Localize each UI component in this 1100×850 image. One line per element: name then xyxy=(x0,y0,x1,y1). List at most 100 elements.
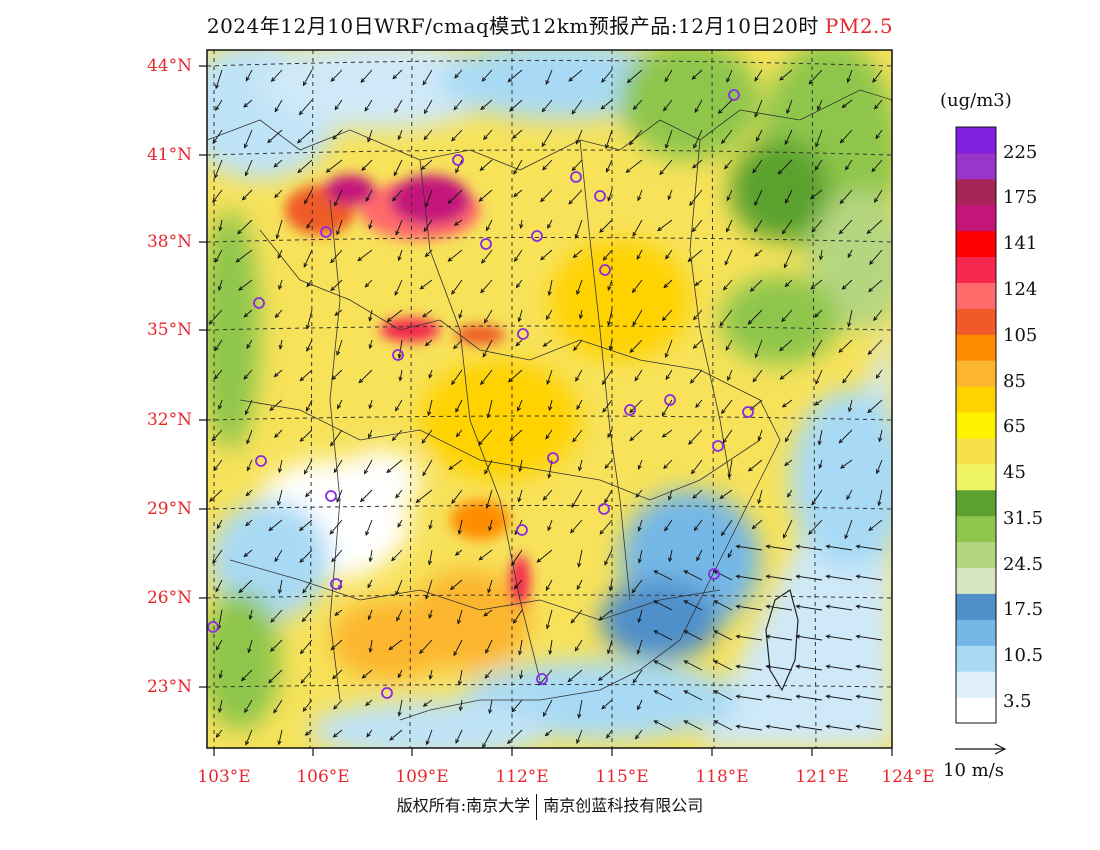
wind-arrow-head xyxy=(749,405,755,411)
wind-arrow-head xyxy=(825,544,831,549)
lat-label-26: 26°N xyxy=(146,588,192,608)
wind-arrow xyxy=(663,459,673,469)
wind-arrow xyxy=(267,129,283,143)
wind-arrow xyxy=(874,99,883,110)
wind-arrow-head xyxy=(572,437,577,443)
colorbar-band xyxy=(956,697,996,724)
wind-arrow xyxy=(486,489,493,509)
wind-arrow-head xyxy=(542,495,548,501)
wind-arrow-head xyxy=(713,690,719,695)
wind-arrow-head xyxy=(755,136,760,142)
wind-arrow xyxy=(236,249,253,263)
wind-arrow-head xyxy=(478,440,483,446)
wind-arrow xyxy=(634,369,643,381)
wind-arrow-head xyxy=(866,229,872,235)
colorbar-label-124: 124 xyxy=(1003,279,1038,300)
wind-arrow-head xyxy=(653,660,659,665)
wind-arrow xyxy=(305,729,313,736)
wind-arrow xyxy=(306,339,313,352)
wind-arrow-head xyxy=(754,76,759,82)
wind-arrow-head xyxy=(667,195,672,201)
wind-arrow-head xyxy=(422,313,427,318)
wind-arrow-head xyxy=(428,373,433,379)
wind-arrow xyxy=(487,399,493,418)
wind-arrow-head xyxy=(602,256,608,261)
wind-arrow xyxy=(575,129,583,144)
wind-arrow xyxy=(683,690,703,701)
wind-arrow-head xyxy=(395,590,400,596)
wind-arrow-head xyxy=(509,437,515,442)
colorbar-band xyxy=(956,152,996,180)
wind-arrow xyxy=(848,399,853,412)
city-marker xyxy=(594,190,606,202)
wind-arrow-head xyxy=(486,413,491,419)
wind-arrow-head xyxy=(653,630,659,635)
wind-arrow xyxy=(398,699,403,716)
wind-arrow xyxy=(270,609,283,623)
wind-arrow-head xyxy=(810,285,816,290)
wind-arrow-head xyxy=(625,168,631,173)
wind-arrow-head xyxy=(299,376,305,382)
wind-arrow xyxy=(598,669,613,681)
wind-arrow xyxy=(638,609,643,623)
wind-arrow xyxy=(545,729,553,736)
wind-arrow xyxy=(306,309,313,329)
wind-arrow-head xyxy=(397,353,402,359)
wind-arrow xyxy=(299,99,313,115)
wind-arrow xyxy=(238,279,253,291)
wind-arrow xyxy=(453,639,463,656)
wind-arrow xyxy=(241,669,253,681)
wind-arrow-head xyxy=(693,526,699,532)
wind-arrow-head xyxy=(270,77,276,82)
wind-arrow xyxy=(396,609,403,621)
wind-arrow xyxy=(397,669,403,678)
wind-arrow xyxy=(810,279,823,290)
wind-arrow xyxy=(736,665,763,671)
wind-arrow xyxy=(455,399,463,413)
wind-arrow xyxy=(331,369,343,380)
wind-arrow xyxy=(820,249,823,260)
wind-arrow-head xyxy=(747,467,753,472)
wind-arrow xyxy=(488,519,493,531)
wind-arrow xyxy=(778,159,793,175)
wind-arrow-head xyxy=(683,630,689,635)
wind-arrow-head xyxy=(693,143,698,149)
wind-arrow xyxy=(454,219,463,226)
title-main: 2024年12月10日WRF/cmaq模式12km预报产品:12月10日20时 xyxy=(206,14,819,38)
wind-arrow-head xyxy=(243,143,248,149)
wind-arrow-head xyxy=(571,166,577,172)
wind-arrow-head xyxy=(513,584,519,590)
wind-arrow xyxy=(856,725,883,731)
wind-arrow xyxy=(427,399,433,416)
wind-arrow-head xyxy=(302,81,307,87)
wind-arrow-head xyxy=(243,312,249,318)
wind-arrow-head xyxy=(330,645,336,651)
wind-arrow-head xyxy=(694,281,700,287)
wind-arrow xyxy=(540,189,553,202)
wind-arrow xyxy=(758,429,763,441)
wind-arrow-head xyxy=(825,634,831,639)
wind-arrow xyxy=(428,369,433,379)
city-marker xyxy=(452,154,464,166)
wind-arrow-head xyxy=(428,524,433,530)
wind-arrow-head xyxy=(516,406,522,412)
wind-arrow-head xyxy=(632,105,638,110)
wind-arrow xyxy=(856,635,883,641)
wind-arrow xyxy=(508,369,523,383)
gridlines xyxy=(207,50,892,748)
lon-label-115: 115°E xyxy=(595,767,649,787)
wind-arrow xyxy=(549,639,553,655)
wind-arrow-head xyxy=(298,110,304,116)
wind-arrow-head xyxy=(839,199,845,205)
lon-label-121: 121°E xyxy=(795,767,849,787)
wind-arrow xyxy=(395,399,403,411)
wind-arrow xyxy=(357,249,373,261)
wind-arrow-head xyxy=(273,163,279,168)
wind-arrow xyxy=(766,665,793,671)
wind-arrow xyxy=(451,279,463,295)
wind-arrow xyxy=(480,279,493,293)
colorbar-band xyxy=(956,360,996,387)
wind-arrow xyxy=(369,309,373,321)
wind-arrow xyxy=(520,669,523,679)
lat-label-29: 29°N xyxy=(146,499,192,519)
